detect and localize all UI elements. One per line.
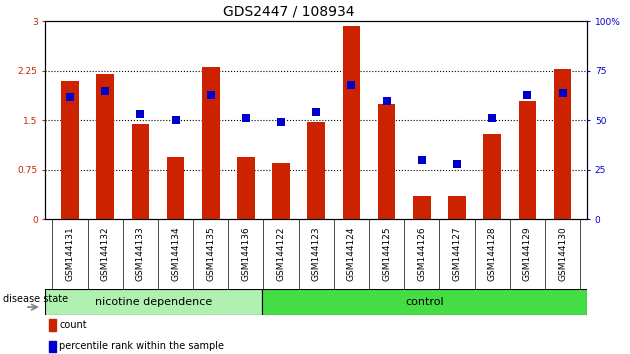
Point bbox=[276, 120, 286, 125]
Text: GSM144135: GSM144135 bbox=[206, 227, 215, 281]
Text: GSM144124: GSM144124 bbox=[347, 227, 356, 281]
Text: GSM144127: GSM144127 bbox=[452, 227, 462, 281]
Bar bbox=[132, 124, 149, 219]
Bar bbox=[448, 196, 466, 219]
Point bbox=[558, 90, 568, 96]
Text: GSM144136: GSM144136 bbox=[241, 227, 250, 281]
Bar bbox=[307, 122, 325, 219]
Bar bbox=[202, 68, 219, 219]
Text: GSM144134: GSM144134 bbox=[171, 227, 180, 281]
Point bbox=[346, 82, 357, 87]
Point bbox=[241, 115, 251, 121]
Text: GSM144128: GSM144128 bbox=[488, 227, 496, 281]
Text: GSM144126: GSM144126 bbox=[417, 227, 427, 281]
Text: GSM144130: GSM144130 bbox=[558, 227, 567, 281]
Bar bbox=[518, 101, 536, 219]
Point bbox=[452, 161, 462, 167]
Bar bbox=[61, 81, 79, 219]
Point bbox=[100, 88, 110, 93]
Text: nicotine dependence: nicotine dependence bbox=[95, 297, 212, 307]
Bar bbox=[483, 133, 501, 219]
Bar bbox=[378, 104, 396, 219]
Point bbox=[171, 118, 181, 123]
Bar bbox=[554, 69, 571, 219]
Text: disease state: disease state bbox=[3, 294, 68, 304]
Point bbox=[205, 92, 215, 97]
Bar bbox=[49, 341, 56, 353]
Bar bbox=[237, 157, 255, 219]
Text: percentile rank within the sample: percentile rank within the sample bbox=[59, 342, 224, 352]
FancyBboxPatch shape bbox=[45, 289, 262, 315]
Point bbox=[135, 112, 146, 117]
Title: GDS2447 / 108934: GDS2447 / 108934 bbox=[224, 5, 355, 19]
Point bbox=[311, 110, 321, 115]
Text: control: control bbox=[405, 297, 444, 307]
Point bbox=[382, 98, 392, 103]
Text: GSM144123: GSM144123 bbox=[312, 227, 321, 281]
Point bbox=[522, 92, 532, 97]
Point bbox=[65, 94, 75, 99]
Bar bbox=[413, 196, 430, 219]
Text: GSM144133: GSM144133 bbox=[136, 227, 145, 281]
Text: count: count bbox=[59, 320, 87, 330]
Text: GSM144122: GSM144122 bbox=[277, 227, 285, 281]
FancyBboxPatch shape bbox=[262, 289, 587, 315]
Text: GSM144129: GSM144129 bbox=[523, 227, 532, 281]
Text: GSM144132: GSM144132 bbox=[101, 227, 110, 281]
Text: GSM144131: GSM144131 bbox=[66, 227, 74, 281]
Bar bbox=[167, 157, 185, 219]
Bar bbox=[49, 319, 56, 331]
Point bbox=[417, 157, 427, 163]
Text: GSM144125: GSM144125 bbox=[382, 227, 391, 281]
Bar bbox=[272, 163, 290, 219]
Bar bbox=[96, 74, 114, 219]
Bar bbox=[343, 26, 360, 219]
Point bbox=[487, 115, 497, 121]
